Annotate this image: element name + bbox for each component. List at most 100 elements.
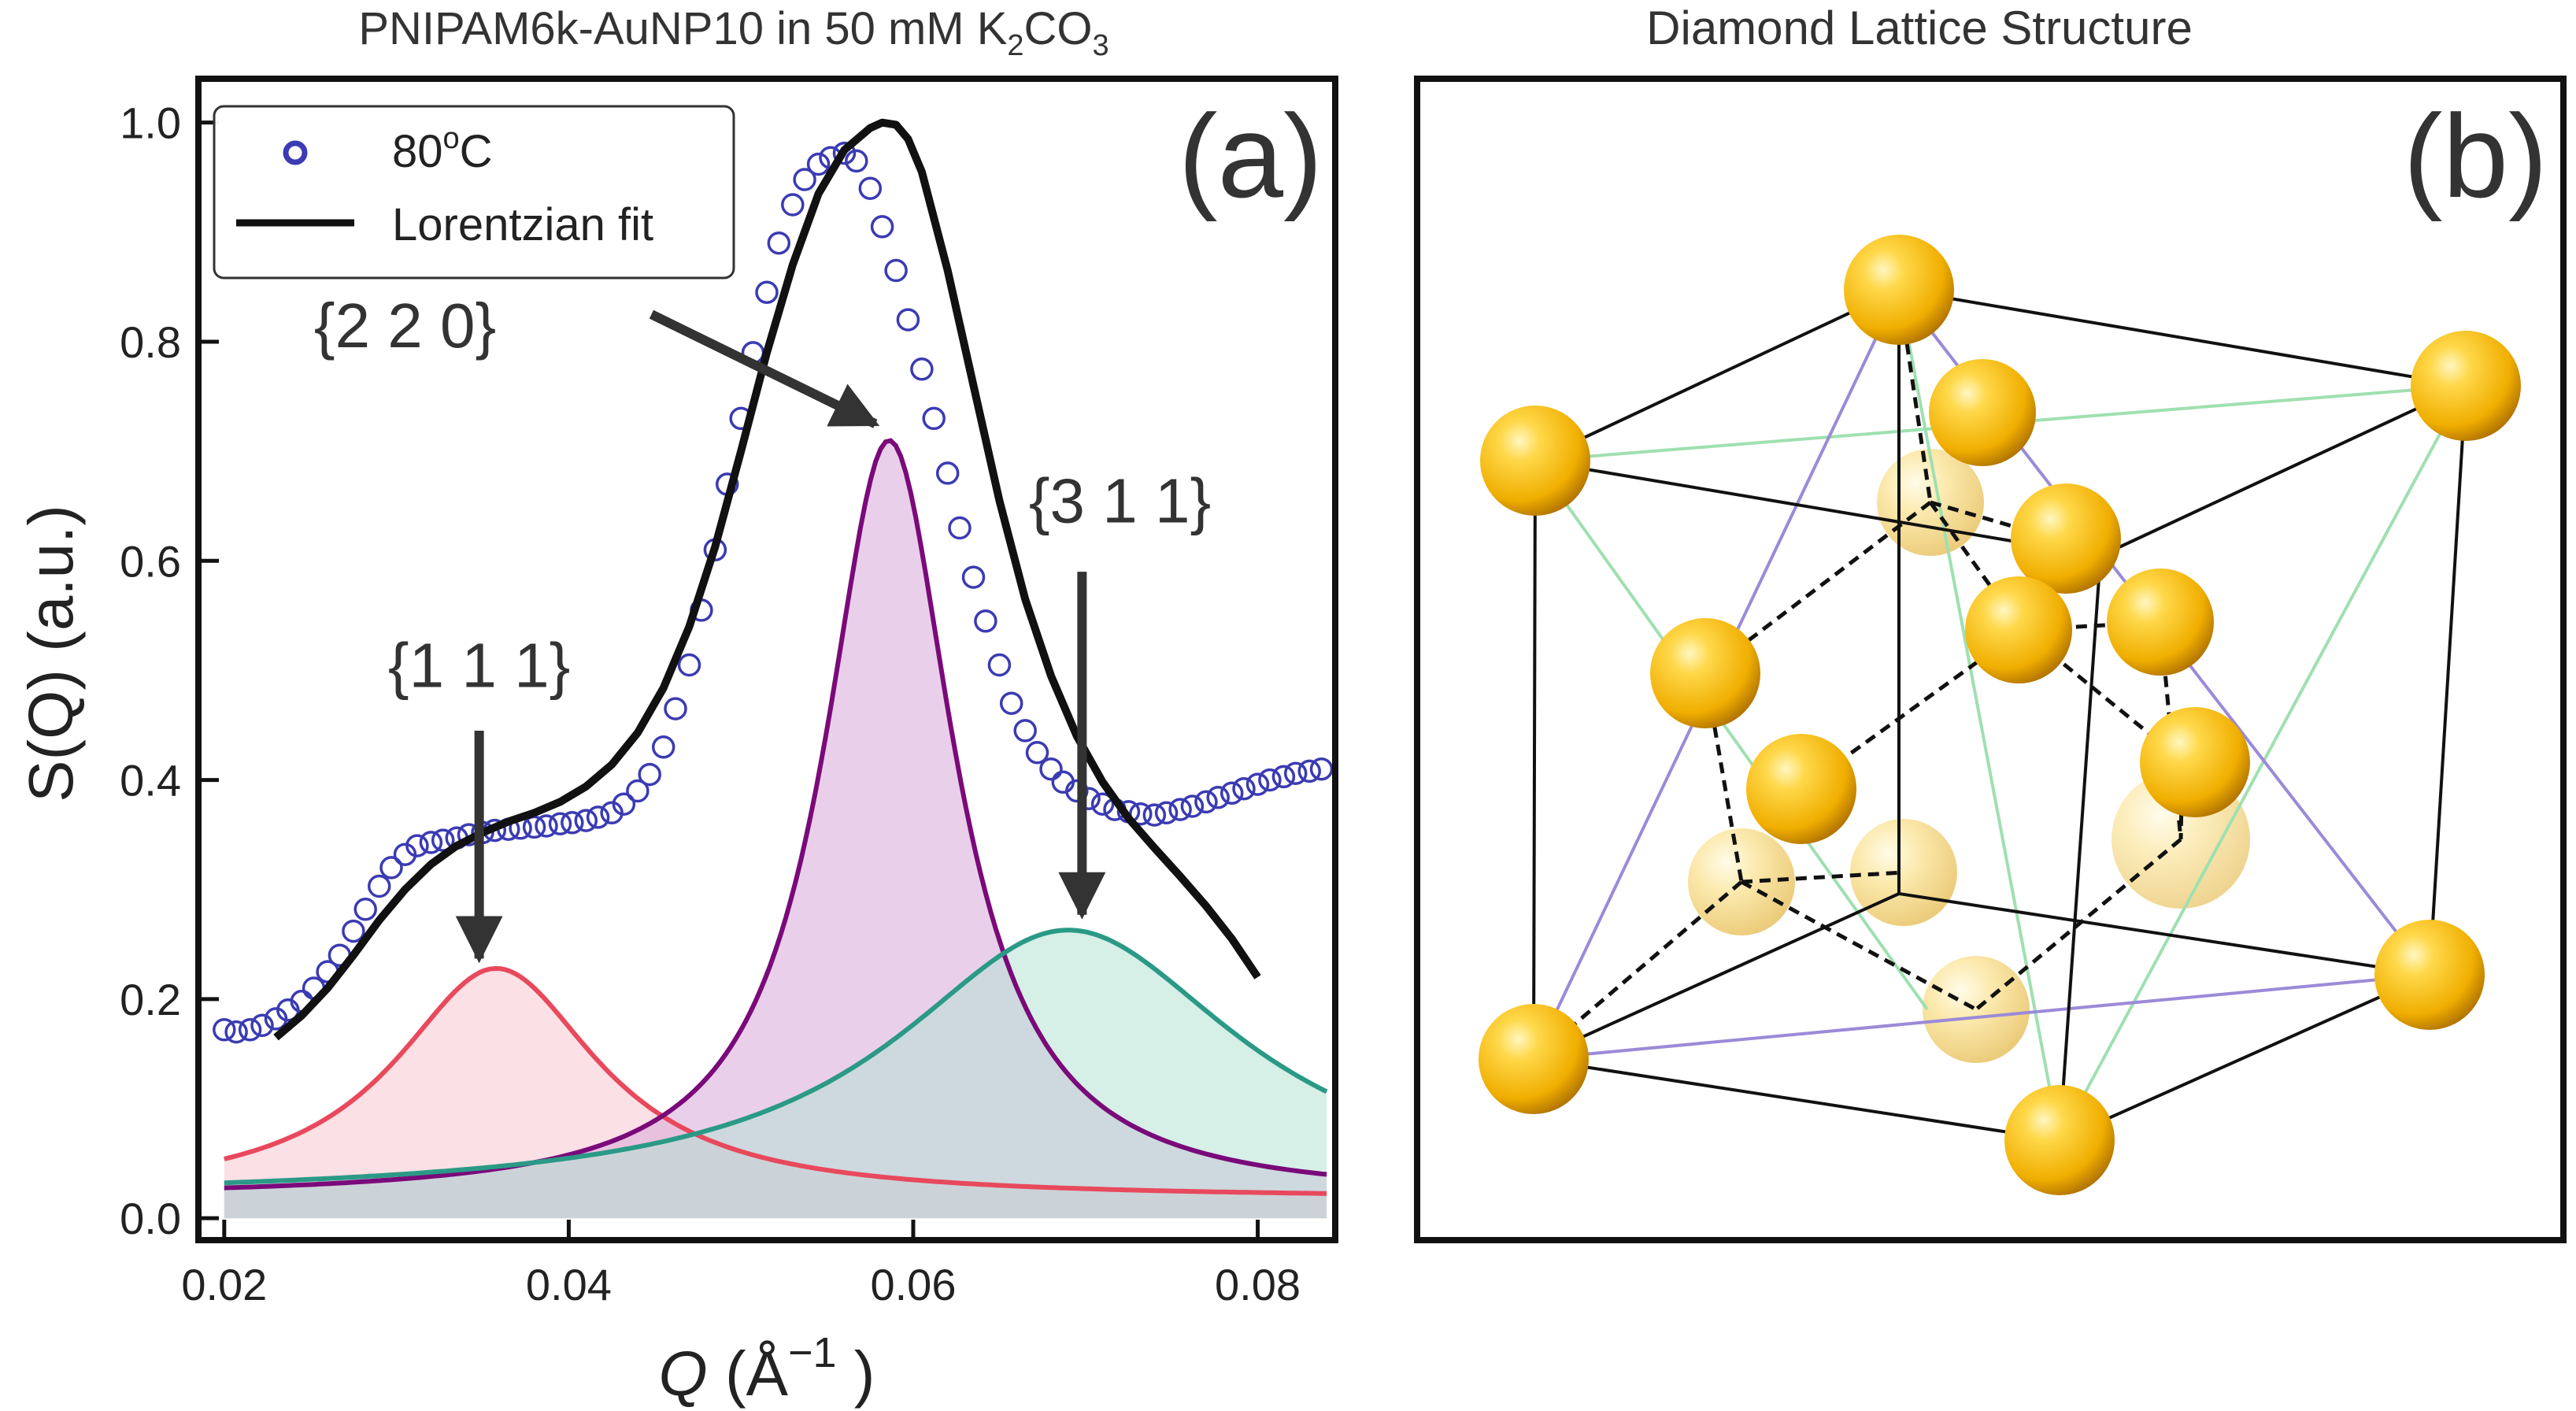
cube-edge-10 bbox=[2059, 973, 2430, 1142]
cube-edge-6 bbox=[2428, 385, 2467, 976]
panel-a-title: PNIPAM6k-AuNP10 in 50 mM K2CO3 bbox=[358, 3, 1108, 62]
face-diagonals bbox=[1532, 288, 2467, 1141]
scatter-point bbox=[213, 1018, 236, 1042]
scatter-point bbox=[999, 691, 1023, 715]
scatter-point bbox=[1271, 765, 1296, 789]
atom-back-5 bbox=[1923, 956, 2030, 1063]
legend-label-80c-main: 80 bbox=[392, 126, 443, 177]
scatter-point bbox=[1090, 792, 1115, 816]
y-tick-label: 0.2 bbox=[120, 975, 181, 1024]
cube-edges bbox=[1532, 288, 2467, 1142]
scatter-point bbox=[612, 792, 636, 816]
scatter-point bbox=[353, 898, 377, 921]
cube-edge-1 bbox=[1898, 288, 2467, 387]
scatter-point bbox=[224, 1020, 248, 1044]
y-axis-label: S(Q) (a.u.) bbox=[16, 505, 86, 802]
legend-box bbox=[213, 105, 735, 280]
diamond-lattice bbox=[1479, 235, 2521, 1195]
x-axis-label-close: ) bbox=[837, 1339, 875, 1409]
peak-area-2 bbox=[224, 440, 1327, 1219]
scatter-point bbox=[1297, 759, 1321, 783]
scatter-point bbox=[1283, 761, 1308, 785]
scatter-point bbox=[974, 609, 997, 633]
atom-front-10 bbox=[2140, 707, 2250, 817]
cube-edge-9 bbox=[1533, 1057, 2060, 1142]
peak-line-2 bbox=[224, 438, 1327, 1191]
y-tick-label: 0.0 bbox=[120, 1194, 181, 1243]
scatter-point bbox=[626, 779, 650, 803]
annotation-arrow-2 bbox=[649, 309, 880, 428]
scatter-point bbox=[1232, 776, 1256, 801]
diag-purple-3 bbox=[1533, 973, 2430, 1061]
peak-area-1 bbox=[224, 968, 1327, 1219]
atom-front-9 bbox=[1746, 734, 1856, 844]
scatter-point bbox=[342, 919, 365, 943]
cube-edge-4 bbox=[2100, 384, 2467, 557]
legend-marker-circle bbox=[283, 140, 308, 165]
scatter-point bbox=[379, 856, 403, 880]
scatter-point bbox=[238, 1018, 262, 1042]
panel-b-letter: (b) bbox=[2404, 90, 2548, 222]
atom-front-4 bbox=[1480, 406, 1590, 516]
atom-front-3 bbox=[2411, 331, 2521, 441]
scatter-point bbox=[896, 308, 920, 331]
scatter-point bbox=[935, 461, 960, 485]
scatter-point bbox=[638, 762, 661, 787]
plot-frame bbox=[195, 76, 1338, 1243]
scatter-point bbox=[961, 565, 986, 589]
scatter-point bbox=[405, 834, 429, 857]
atom-front-5 bbox=[2011, 483, 2121, 594]
scatter-point bbox=[1258, 768, 1282, 792]
scatter-point bbox=[250, 1013, 274, 1038]
atom-front-13 bbox=[2004, 1085, 2115, 1195]
scatter-point bbox=[858, 176, 883, 200]
scatter-point bbox=[870, 215, 894, 239]
scatter-point bbox=[806, 152, 831, 176]
y-tick-label: 0.8 bbox=[120, 317, 181, 367]
x-axis-ticks: 0.02 0.04 0.06 0.08 bbox=[181, 1220, 1301, 1309]
scatter-point bbox=[1206, 786, 1230, 809]
panel-a-title-sub2: 3 bbox=[1093, 29, 1109, 62]
cube-edge-7 bbox=[2058, 555, 2102, 1141]
scatter-point bbox=[1129, 802, 1153, 826]
scatter-point bbox=[367, 874, 391, 898]
scatter-point bbox=[431, 828, 455, 852]
x-tick-label: 0.08 bbox=[1215, 1260, 1301, 1309]
scatter-point bbox=[561, 811, 584, 835]
atom-front-12 bbox=[1479, 1004, 1589, 1114]
scatter-point bbox=[987, 653, 1012, 677]
legend-label-80c-sup: o bbox=[443, 122, 460, 155]
scatter-point bbox=[419, 831, 443, 854]
atom-front-11 bbox=[2374, 920, 2485, 1030]
x-tick-label: 0.06 bbox=[870, 1260, 956, 1309]
scatter-point bbox=[767, 231, 791, 255]
panel-a-title-sub1: 2 bbox=[1007, 29, 1023, 62]
scatter-point bbox=[535, 814, 558, 838]
scatter-point bbox=[1168, 798, 1192, 821]
scatter-point bbox=[755, 280, 779, 305]
legend-label-fit: Lorentzian fit bbox=[392, 199, 653, 250]
x-axis-label-exp: −1 bbox=[788, 1329, 837, 1376]
atom-front-7 bbox=[1965, 576, 2072, 683]
front-atoms bbox=[1479, 235, 2521, 1195]
scatter-point bbox=[1180, 794, 1205, 818]
scatter-point bbox=[1013, 719, 1037, 743]
panel-a-title-mid: CO bbox=[1024, 3, 1093, 54]
diag-green-3 bbox=[2058, 385, 2467, 1141]
annotation-label-2: {2 2 0} bbox=[314, 291, 496, 361]
peak-line-1 bbox=[224, 965, 1327, 1196]
panel-b-title: Diamond Lattice Structure bbox=[1646, 2, 2193, 54]
y-tick-label: 1.0 bbox=[120, 98, 181, 148]
y-tick-label: 0.6 bbox=[120, 536, 181, 586]
peak-areas bbox=[224, 440, 1327, 1219]
scatter-point bbox=[574, 809, 598, 832]
cube-edge-11 bbox=[1533, 892, 1900, 1061]
peak-area-3 bbox=[224, 930, 1327, 1219]
panel-b: Diamond Lattice Structure (b) bbox=[1414, 2, 2567, 1243]
bond-10 bbox=[1741, 870, 1904, 884]
atom-front-2 bbox=[1929, 359, 2036, 466]
panel-a: PNIPAM6k-AuNP10 in 50 mM K2CO3 {1 1 1} {2… bbox=[16, 3, 1338, 1409]
scatter-point bbox=[832, 141, 857, 165]
y-axis-ticks: 0.0 0.2 0.4 0.6 0.8 1.0 bbox=[120, 98, 219, 1243]
x-axis-label-open: (Å bbox=[708, 1339, 789, 1409]
